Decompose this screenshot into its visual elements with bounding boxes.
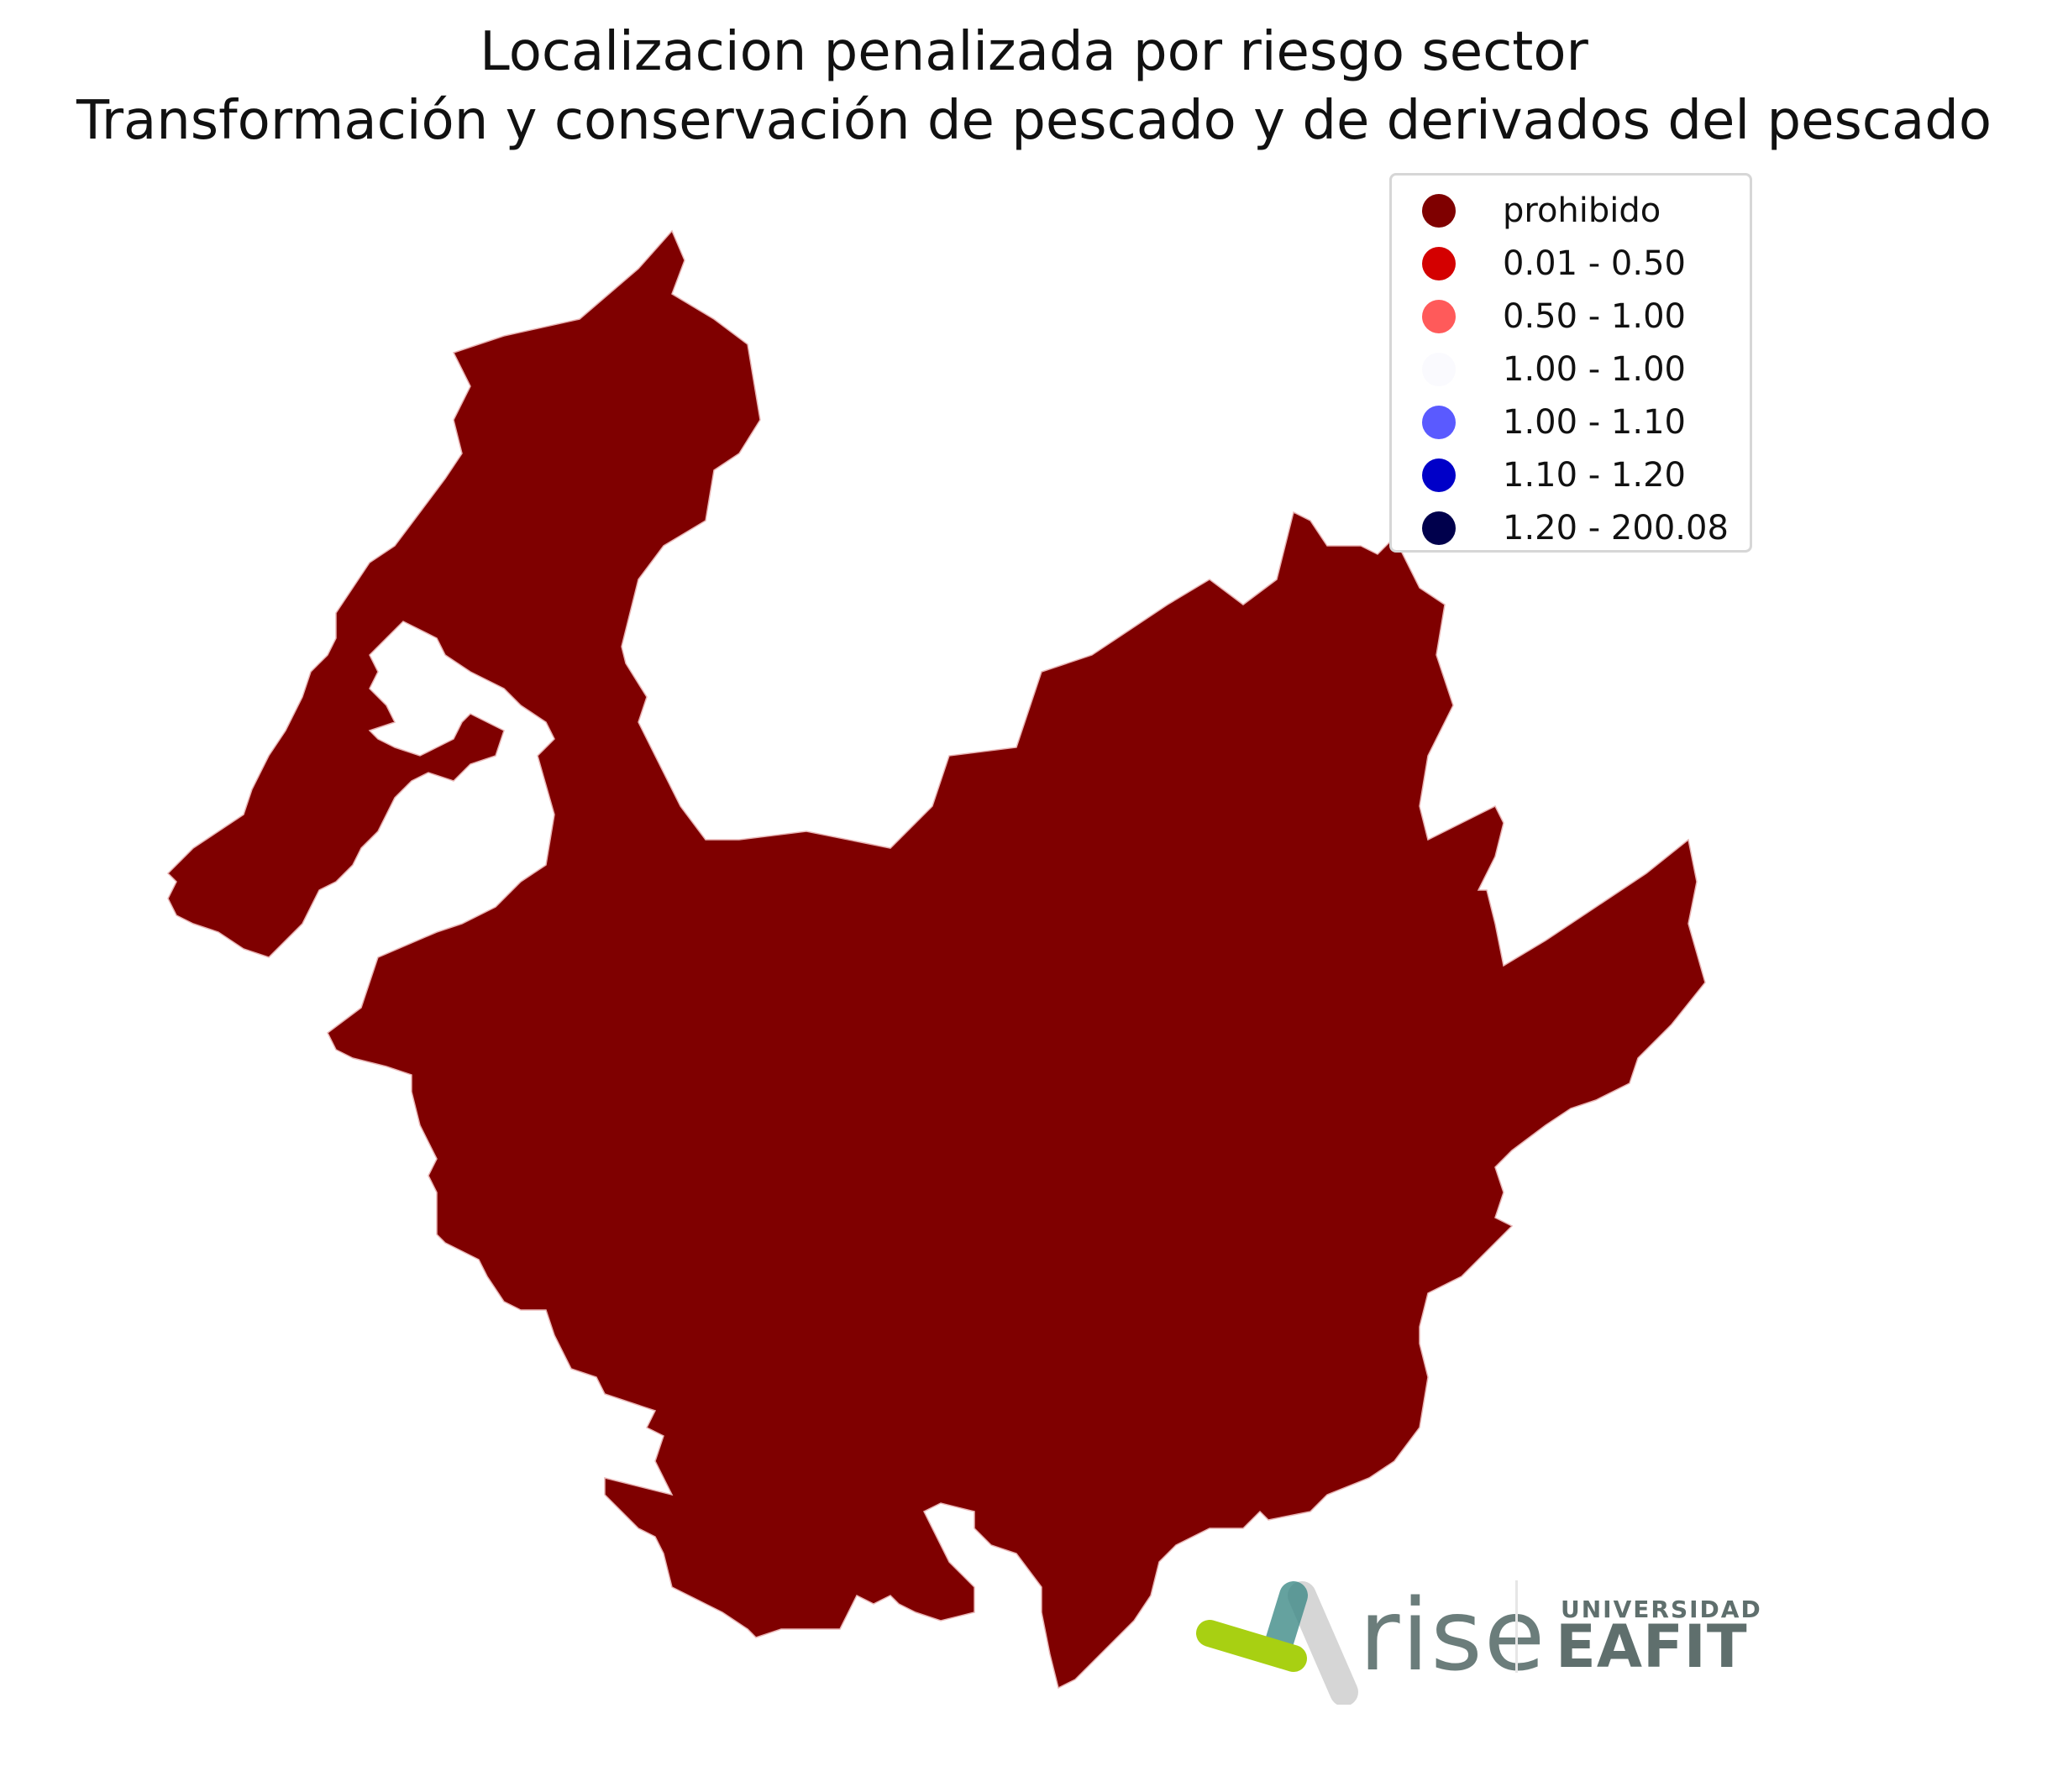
legend-label: 1.10 - 1.20 xyxy=(1503,456,1686,495)
legend-swatch xyxy=(1422,511,1456,545)
logo-divider xyxy=(1515,1580,1518,1673)
legend-item: 1.20 - 200.08 xyxy=(1392,501,1729,555)
legend-label: 0.01 - 0.50 xyxy=(1503,244,1686,283)
legend-label: 0.50 - 1.00 xyxy=(1503,297,1686,336)
rise-logo-mark xyxy=(1196,1581,1358,1705)
legend-swatch xyxy=(1422,458,1456,492)
legend-swatch xyxy=(1422,353,1456,386)
rise-logo-text: rise xyxy=(1359,1577,1547,1693)
map-title-line-1: Localizacion penalizada por riesgo secto… xyxy=(480,21,1588,83)
legend-swatch xyxy=(1422,247,1456,280)
legend-item: 0.50 - 1.00 xyxy=(1392,290,1686,343)
legend-item: 1.00 - 1.10 xyxy=(1392,396,1686,449)
legend: prohibido 0.01 - 0.50 0.50 - 1.00 1.00 -… xyxy=(1389,173,1752,553)
legend-swatch xyxy=(1422,194,1456,228)
legend-item: 1.10 - 1.20 xyxy=(1392,448,1686,502)
legend-item: 1.00 - 1.00 xyxy=(1392,343,1686,396)
map-title-line-2: Transformación y conservación de pescado… xyxy=(76,90,1992,152)
legend-label: prohibido xyxy=(1503,191,1661,230)
legend-swatch xyxy=(1422,300,1456,333)
eafit-logo-top: UNIVERSIDAD xyxy=(1561,1596,1762,1623)
legend-item: 0.01 - 0.50 xyxy=(1392,237,1686,291)
legend-label: 1.00 - 1.00 xyxy=(1503,350,1686,389)
region-main xyxy=(166,229,1706,1690)
legend-swatch xyxy=(1422,406,1456,439)
legend-label: 1.00 - 1.10 xyxy=(1503,403,1686,442)
legend-label: 1.20 - 200.08 xyxy=(1503,509,1729,548)
eafit-logo-main: EAFIT xyxy=(1556,1612,1748,1681)
legend-item: prohibido xyxy=(1392,184,1661,238)
